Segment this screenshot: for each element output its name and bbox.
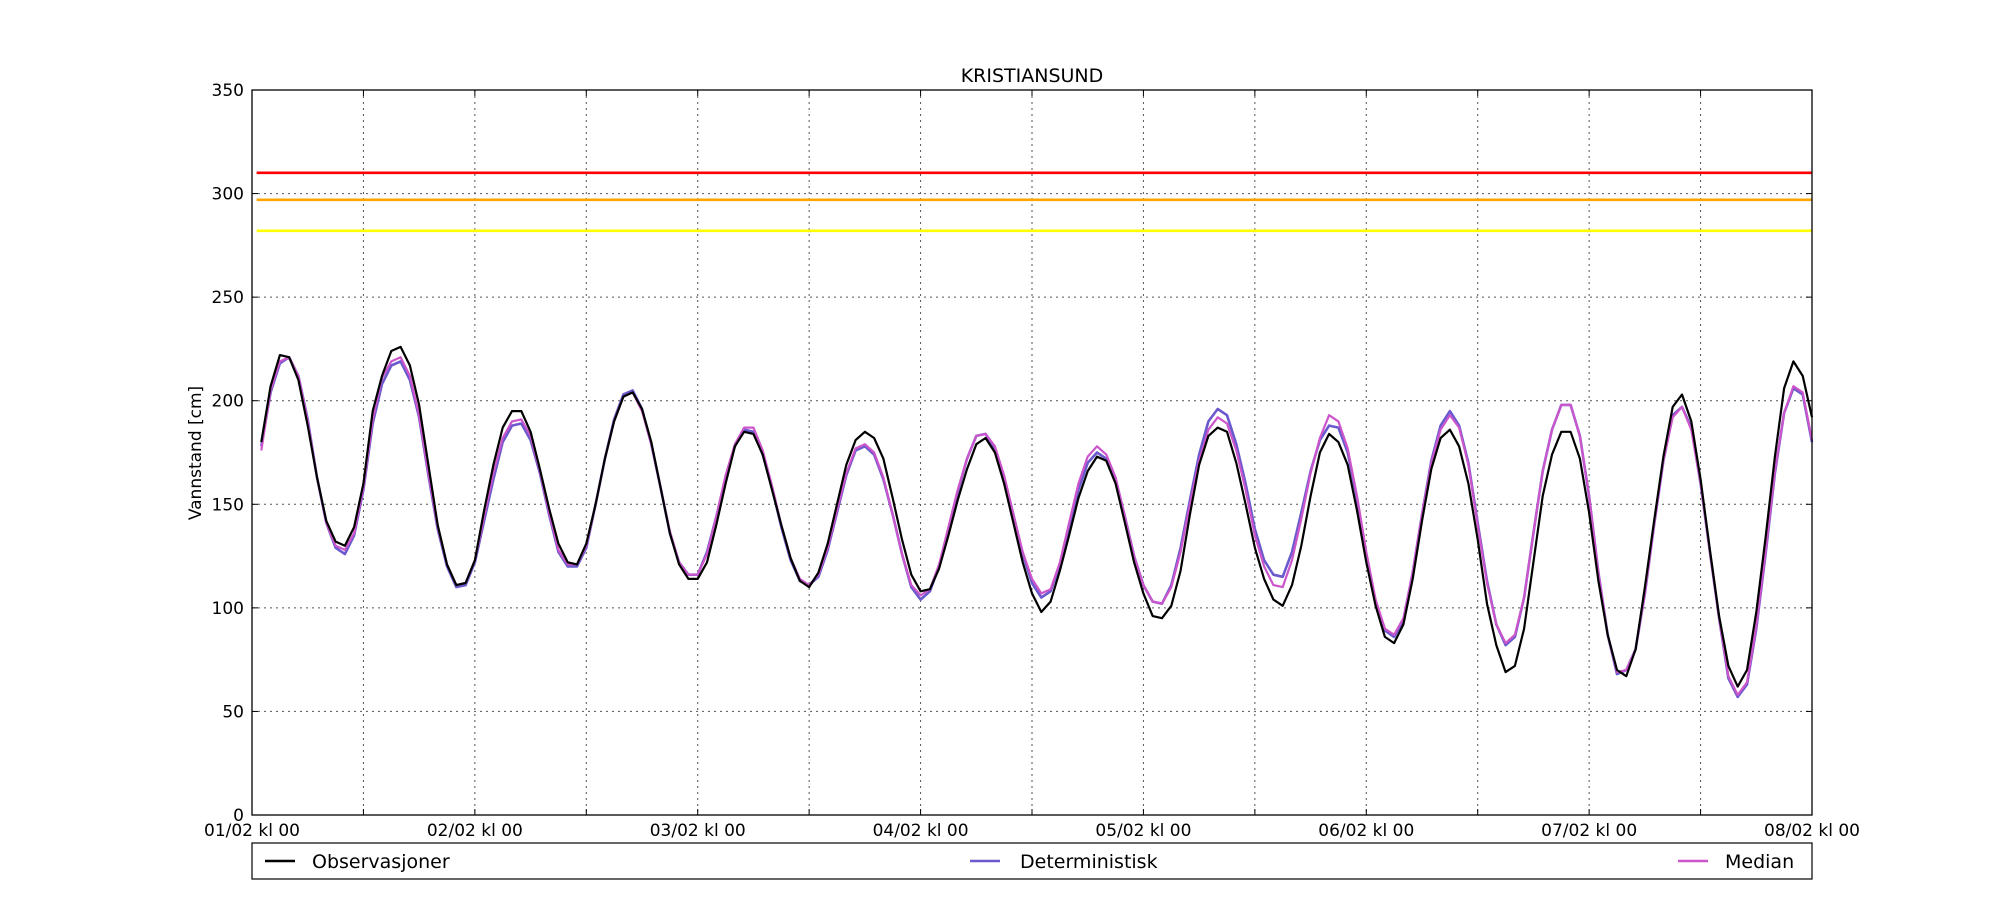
y-tick-label: 150 [212, 495, 244, 515]
threshold-lines [256, 171, 1812, 233]
y-tick-label: 350 [212, 81, 244, 101]
legend-label-median: Median [1725, 851, 1794, 873]
series-line-median [260, 356, 1814, 696]
legend: Observasjoner Deterministisk Median [251, 842, 1813, 880]
series-lines [260, 345, 1814, 699]
y-tick-label: 100 [212, 599, 244, 619]
x-tick-label: 06/02 kl 00 [1318, 821, 1414, 841]
y-tick-label: 200 [212, 392, 244, 412]
series-line-observasjoner [260, 345, 1814, 688]
y-tick-label: 50 [222, 702, 244, 722]
y-axis-label: Vannstand [cm] [186, 386, 206, 520]
x-tick-label: 02/02 kl 00 [427, 821, 523, 841]
y-tick-label: 0 [233, 806, 244, 826]
y-tick-label: 250 [212, 288, 244, 308]
series-line-deterministisk [260, 355, 1814, 699]
axis-ticks: 0 50 100 150 200 250 300 350 01/02 kl 00 02/02 kl… [204, 81, 1860, 841]
chart-title: KRISTIANSUND [961, 65, 1104, 87]
legend-label-observasjoner: Observasjoner [312, 851, 450, 873]
x-tick-label: 04/02 kl 00 [873, 821, 969, 841]
x-tick-label: 05/02 kl 00 [1095, 821, 1191, 841]
legend-label-deterministisk: Deterministisk [1020, 851, 1158, 873]
legend-box [251, 842, 1813, 880]
x-tick-label: 03/02 kl 00 [650, 821, 746, 841]
grid-lines [252, 90, 1812, 815]
x-tick-label: 01/02 kl 00 [204, 821, 300, 841]
y-tick-label: 300 [212, 185, 244, 205]
x-tick-label: 08/02 kl 00 [1764, 821, 1860, 841]
x-tick-label: 07/02 kl 00 [1541, 821, 1637, 841]
